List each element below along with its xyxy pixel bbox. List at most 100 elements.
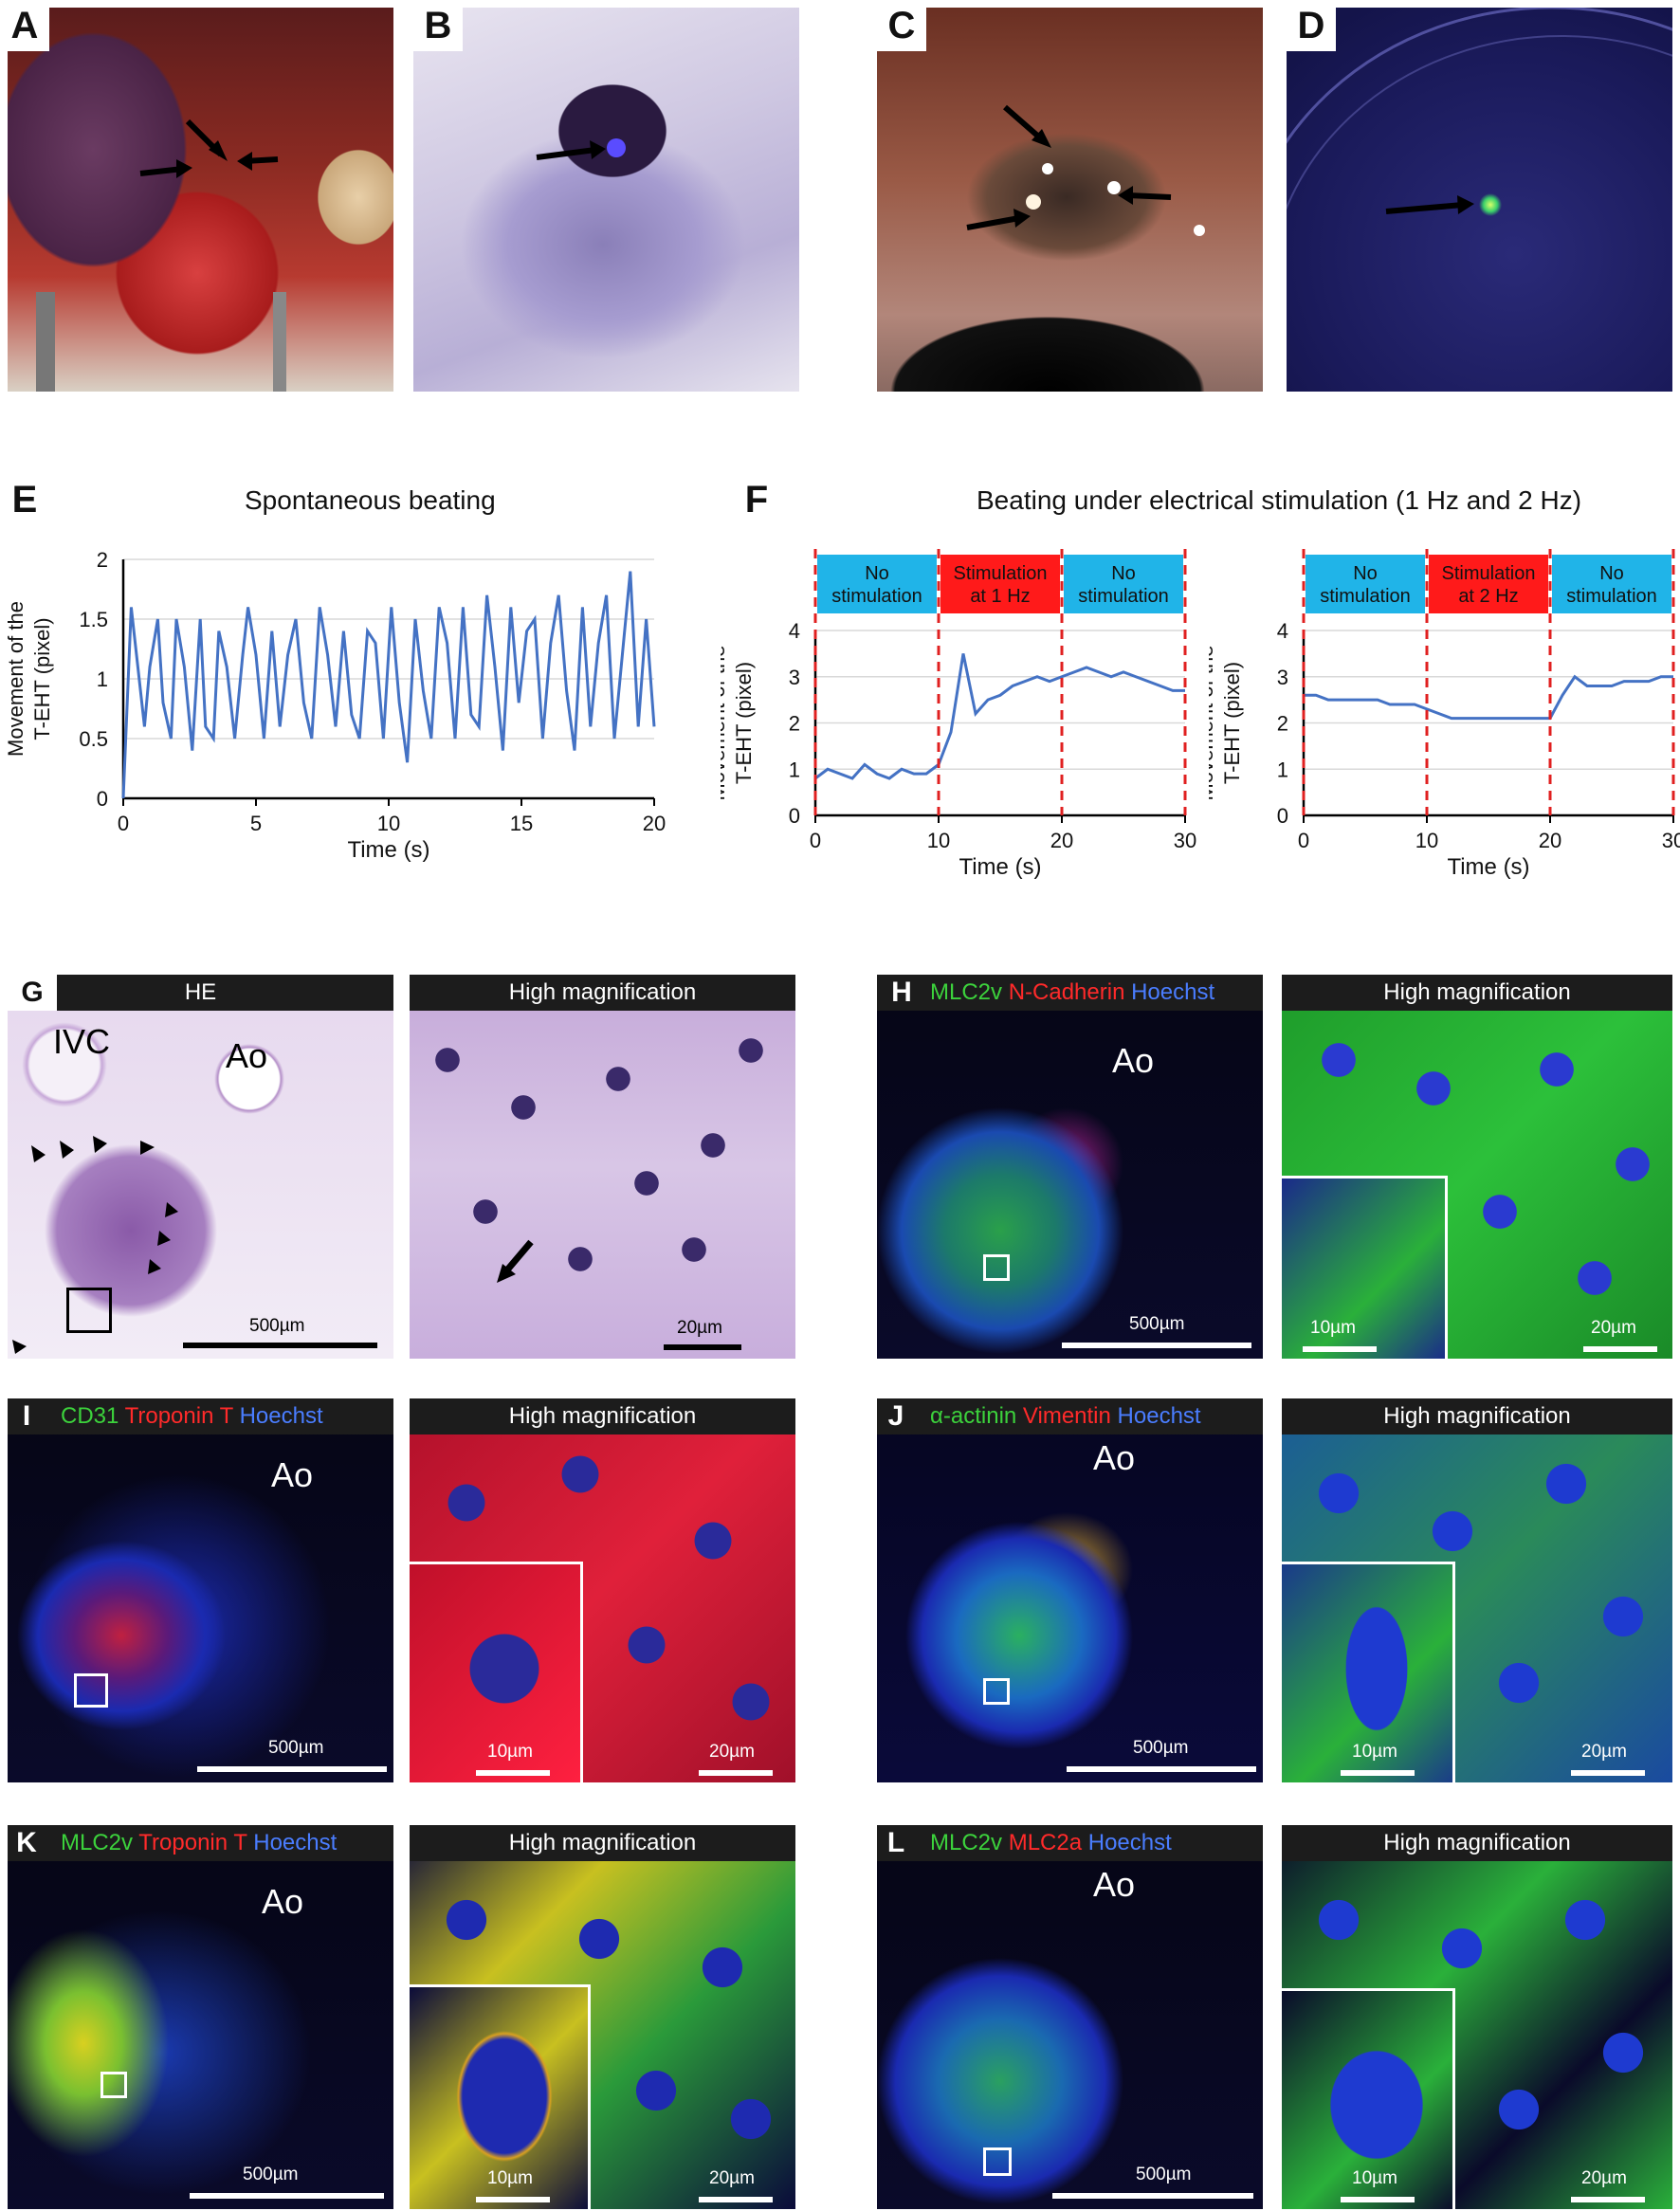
y-tick-label: 2	[789, 712, 800, 736]
g-roi-box	[66, 1288, 112, 1333]
h-scale-bar	[1062, 1343, 1251, 1348]
i-inset-scale-bar	[476, 1770, 550, 1776]
segment-label: at 2 Hz	[1458, 586, 1518, 607]
j-high-mag-header: High magnification	[1282, 1398, 1672, 1434]
panel-label-f: F	[744, 479, 769, 521]
panel-label-d: D	[1287, 0, 1336, 51]
l-high-mag-scale-text: 20µm	[1581, 2168, 1627, 2188]
y-tick-label: 4	[1277, 619, 1288, 643]
j-stain-green: α-actinin	[930, 1403, 1017, 1429]
j-stain-blue: Hoechst	[1117, 1403, 1201, 1429]
l-inset-scale-text: 10µm	[1352, 2168, 1397, 2188]
x-tick-label: 5	[250, 812, 262, 835]
x-tick-label: 20	[1539, 829, 1561, 852]
l-roi-box	[983, 2147, 1012, 2176]
h-stain-red: N-Cadherin	[1008, 979, 1125, 1005]
l-high-mag-header: High magnification	[1282, 1825, 1672, 1861]
i-high-mag-scale-text: 20µm	[709, 1742, 755, 1762]
i-stain-red: Troponin T	[124, 1403, 233, 1429]
y-tick-label: 0	[97, 787, 108, 811]
h-high-mag-scale-text: 20µm	[1591, 1318, 1636, 1338]
segment-label: No	[865, 563, 889, 584]
y-axis-label-line2: T-EHT (pixel)	[1220, 662, 1244, 784]
i-scale-text: 500µm	[268, 1738, 324, 1758]
x-tick-label: 0	[118, 812, 129, 835]
y-axis-label-line1: Movement of the	[4, 601, 27, 757]
panel-label-e: E	[11, 479, 38, 521]
k-stain-blue: Hoechst	[253, 1830, 338, 1855]
x-tick-label: 15	[510, 812, 533, 835]
j-stain-red: Vimentin	[1022, 1403, 1111, 1429]
h-high-mag-scale-bar	[1583, 1346, 1657, 1352]
j-inset	[1282, 1562, 1455, 1782]
h-header: MLC2v N-Cadherin Hoechst	[877, 975, 1263, 1011]
i-header: CD31 Troponin T Hoechst	[8, 1398, 393, 1434]
segment-label: stimulation	[1078, 586, 1169, 607]
g-he-section: HE IVC Ao 500µm	[8, 975, 393, 1359]
x-axis-label: Time (s)	[1447, 854, 1529, 880]
segment-label: No	[1111, 563, 1136, 584]
x-tick-label: 10	[377, 812, 400, 835]
i-inset	[410, 1562, 583, 1782]
x-tick-label: 10	[927, 829, 950, 852]
i-fluorescence: CD31 Troponin T Hoechst Ao 500µm	[8, 1398, 393, 1782]
y-tick-label: 2	[97, 548, 108, 572]
k-inset-scale-text: 10µm	[487, 2168, 533, 2188]
h-ao-label: Ao	[1112, 1041, 1155, 1080]
panel-label-b: B	[413, 0, 463, 51]
l-scale-text: 500µm	[1136, 2165, 1192, 2184]
panel-label-j: J	[877, 1398, 915, 1434]
j-high-mag-scale-bar	[1571, 1770, 1645, 1776]
y-tick-label: 0	[789, 804, 800, 828]
l-stain-red: MLC2a	[1008, 1830, 1083, 1855]
panel-label-c: C	[877, 0, 926, 51]
j-header: α-actinin Vimentin Hoechst	[877, 1398, 1263, 1434]
j-ao-label: Ao	[1093, 1438, 1136, 1477]
segment-label: at 1 Hz	[970, 586, 1030, 607]
y-tick-label: 3	[789, 666, 800, 689]
chart-f-right: 0 1 2 3 4 0 10 20 30 Time (s) Movement of theT-EHT…	[1209, 549, 1680, 880]
g-high-mag-header: High magnification	[410, 975, 795, 1011]
h-inset-scale-text: 10µm	[1310, 1318, 1356, 1338]
x-axis-label: Time (s)	[347, 837, 429, 863]
h-roi-box	[983, 1254, 1010, 1281]
y-tick-label: 4	[789, 619, 800, 643]
j-scale-bar	[1067, 1766, 1256, 1772]
g-high-mag-scale-text: 20µm	[677, 1318, 722, 1338]
j-fluorescence: α-actinin Vimentin Hoechst Ao 500µm	[877, 1398, 1263, 1782]
g-header: HE	[8, 975, 393, 1011]
l-inset-scale-bar	[1341, 2197, 1415, 2202]
l-high-mag-scale-bar	[1571, 2197, 1645, 2202]
segment-label: stimulation	[1566, 586, 1657, 607]
i-scale-bar	[197, 1766, 387, 1772]
h-fluorescence: MLC2v N-Cadherin Hoechst Ao 500µm	[877, 975, 1263, 1359]
series-line	[121, 571, 656, 799]
panel-label-l: L	[877, 1825, 915, 1861]
g-ivc-label: IVC	[53, 1022, 111, 1061]
segment-label: Stimulation	[954, 563, 1048, 584]
g-scale-text: 500µm	[249, 1316, 305, 1336]
segment-label: No	[1353, 563, 1378, 584]
i-high-mag-scale-bar	[699, 1770, 773, 1776]
h-inset-scale-bar	[1303, 1346, 1377, 1352]
segment-label: No	[1599, 563, 1624, 584]
panel-label-h: H	[877, 975, 926, 1011]
i-roi-box	[74, 1673, 108, 1708]
k-inset	[410, 1984, 591, 2209]
series-line	[814, 653, 1185, 780]
x-tick-label: 30	[1174, 829, 1196, 852]
photo-d-dish	[1287, 8, 1672, 392]
stim-segment	[940, 555, 1060, 613]
y-tick-label: 1	[789, 758, 800, 781]
l-high-mag: High magnification 10µm 20µm	[1282, 1825, 1672, 2209]
h-scale-text: 500µm	[1129, 1314, 1185, 1334]
y-axis-label-line2: T-EHT (pixel)	[732, 662, 756, 784]
l-header: MLC2v MLC2a Hoechst	[877, 1825, 1263, 1861]
j-high-mag-scale-text: 20µm	[1581, 1742, 1627, 1762]
segment-label: stimulation	[1320, 586, 1411, 607]
no-stim-segment	[1306, 555, 1425, 613]
stim-segment	[1429, 555, 1548, 613]
